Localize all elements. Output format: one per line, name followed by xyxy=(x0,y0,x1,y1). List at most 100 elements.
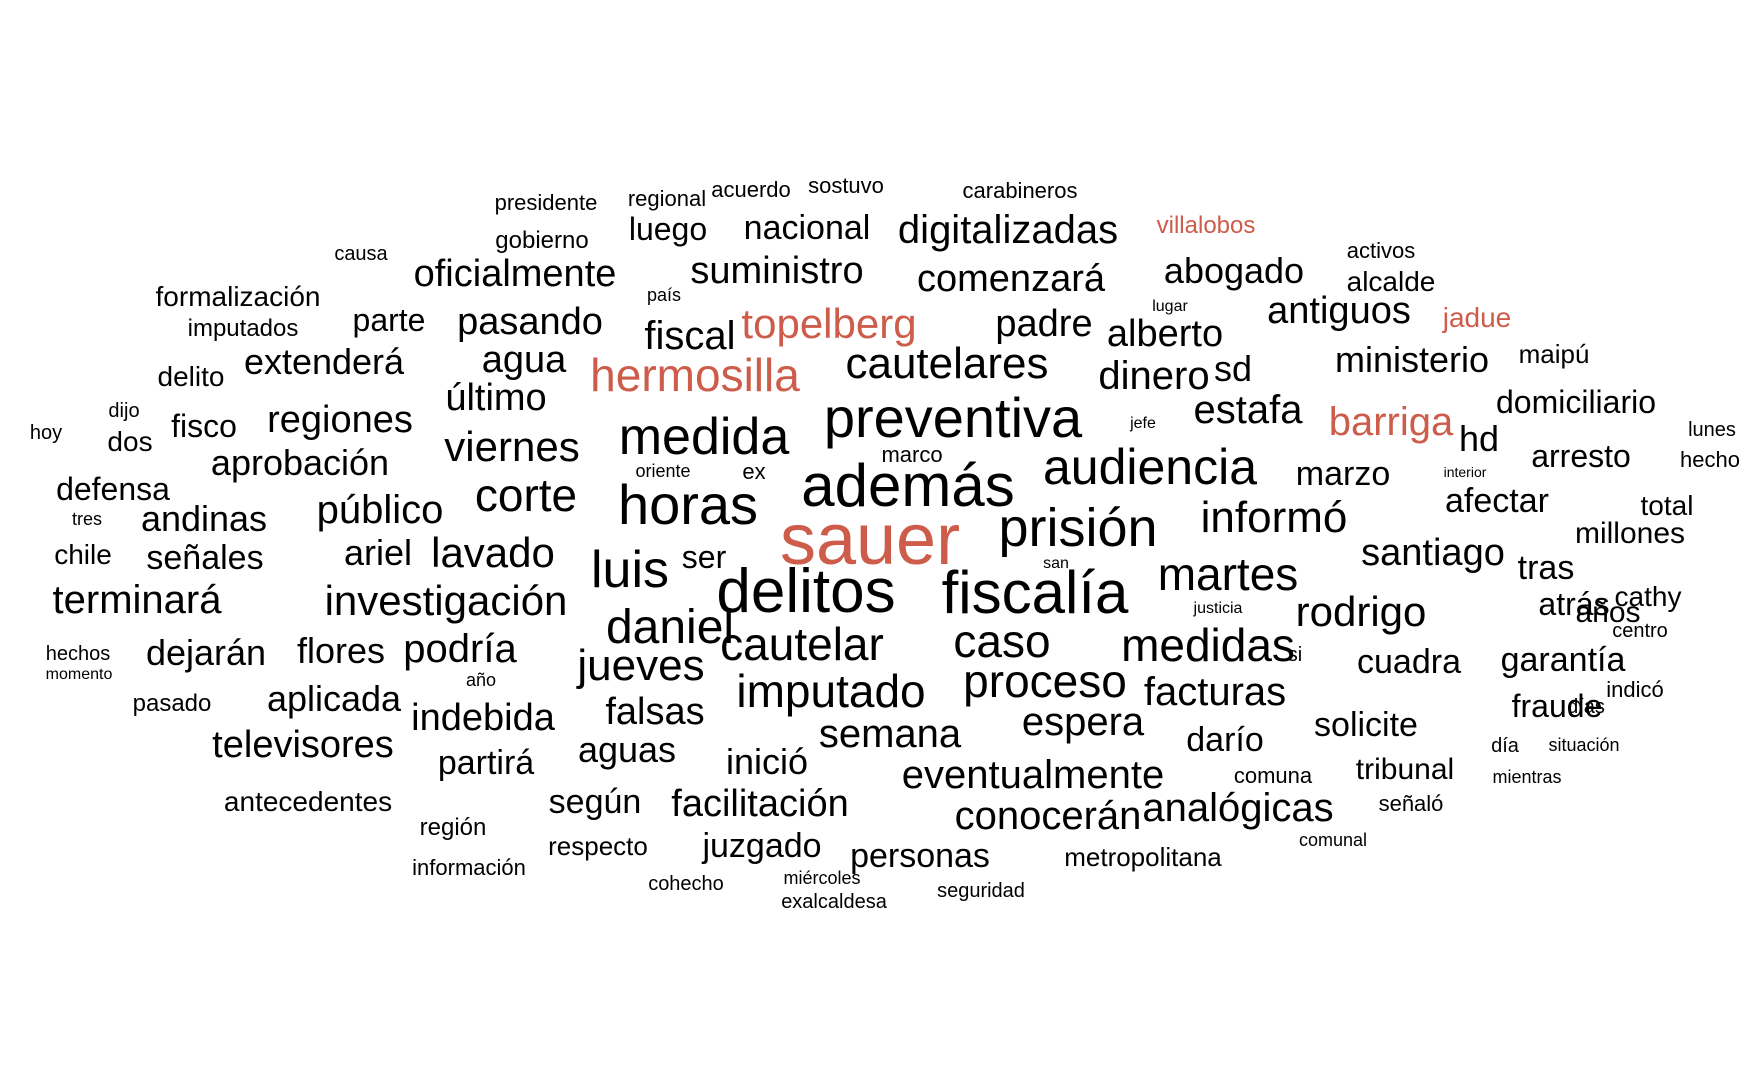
word-126: ex xyxy=(742,459,766,484)
word-44: podría xyxy=(403,627,517,671)
word-149: seguridad xyxy=(937,880,1025,902)
word-86: sd xyxy=(1213,348,1253,389)
word-26: rodrigo xyxy=(1295,588,1427,635)
word-127: jefe xyxy=(1130,415,1156,432)
word-43: público xyxy=(316,488,444,532)
word-25: jueves xyxy=(577,641,705,690)
word-42: facilitación xyxy=(671,783,849,825)
word-135: día xyxy=(1491,735,1519,757)
word-133: señaló xyxy=(1378,791,1444,816)
word-1: delitos xyxy=(716,557,896,626)
word-104: dos xyxy=(107,426,153,457)
word-87: luego xyxy=(628,211,708,247)
word-81: afectar xyxy=(1445,482,1549,520)
word-67: falsas xyxy=(605,691,705,733)
word-8: audiencia xyxy=(1042,439,1258,495)
word-27: investigación xyxy=(324,577,568,624)
word-109: regional xyxy=(627,186,707,211)
word-18: caso xyxy=(953,615,1051,667)
word-19: medidas xyxy=(1121,619,1295,671)
word-95: tras xyxy=(1517,549,1575,587)
word-147: miércoles xyxy=(783,868,861,888)
word-100: maipú xyxy=(1518,339,1590,369)
word-98: total xyxy=(1640,490,1694,521)
word-136: situación xyxy=(1548,735,1620,755)
word-130: si xyxy=(1287,644,1303,666)
word-64: flores xyxy=(296,630,386,671)
word-111: sostuvo xyxy=(808,173,884,198)
word-61: ariel xyxy=(343,532,413,573)
word-110: acuerdo xyxy=(711,177,791,202)
word-46: televisores xyxy=(212,724,394,766)
word-66: indebida xyxy=(411,697,555,739)
word-106: imputados xyxy=(187,315,299,342)
word-103: delito xyxy=(157,361,225,392)
word-30: estafa xyxy=(1193,388,1303,432)
word-96: años xyxy=(1575,596,1641,629)
word-60: andinas xyxy=(140,498,268,539)
word-74: darío xyxy=(1186,721,1264,759)
word-7: medida xyxy=(618,408,790,466)
word-124: marco xyxy=(881,442,943,467)
word-20: imputado xyxy=(736,665,926,717)
word-113: causa xyxy=(334,243,388,265)
word-139: centro xyxy=(1612,620,1668,642)
word-118: hoy xyxy=(29,422,63,444)
word-92: defensa xyxy=(56,471,170,507)
word-35: oficialmente xyxy=(413,253,617,295)
word-117: dijo xyxy=(108,400,140,422)
word-85: hd xyxy=(1458,418,1500,459)
word-134: mientras xyxy=(1492,767,1562,787)
word-63: dejarán xyxy=(145,632,267,673)
word-65: aplicada xyxy=(266,678,402,719)
word-146: cohecho xyxy=(648,873,724,895)
word-83: arresto xyxy=(1531,438,1631,474)
word-70: partirá xyxy=(437,744,535,782)
word-119: tres xyxy=(71,509,103,529)
word-145: respecto xyxy=(548,831,648,861)
word-9: hermosilla xyxy=(590,349,800,401)
word-14: luis xyxy=(590,541,670,599)
word-17: cautelar xyxy=(720,618,884,670)
word-41: analógicas xyxy=(1142,786,1334,830)
word-99: alcalde xyxy=(1346,266,1436,297)
word-37: semana xyxy=(818,712,962,756)
word-57: regiones xyxy=(267,399,413,441)
word-148: exalcaldesa xyxy=(781,891,887,913)
word-144: información xyxy=(412,855,526,880)
word-45: terminará xyxy=(52,578,222,622)
word-112: carabineros xyxy=(962,178,1078,203)
word-28: viernes xyxy=(444,423,580,470)
word-84: domiciliario xyxy=(1495,384,1657,420)
word-93: formalización xyxy=(155,281,321,312)
word-40: conocerán xyxy=(954,794,1142,838)
word-4: preventiva xyxy=(823,386,1083,449)
word-108: presidente xyxy=(494,190,598,215)
word-120: hechos xyxy=(45,643,111,665)
word-62: señales xyxy=(146,539,264,577)
word-58: extenderá xyxy=(243,341,405,382)
word-48: padre xyxy=(995,303,1093,345)
word-101: antecedentes xyxy=(223,786,393,817)
word-22: martes xyxy=(1157,548,1299,600)
word-34: suministro xyxy=(690,250,864,292)
word-75: solicite xyxy=(1314,706,1418,744)
word-131: comuna xyxy=(1233,763,1313,788)
word-51: antiguos xyxy=(1267,290,1411,332)
word-91: ser xyxy=(681,539,727,575)
word-125: oriente xyxy=(635,461,691,481)
word-132: comunal xyxy=(1298,830,1368,850)
word-143: región xyxy=(419,814,487,841)
word-11: barriga xyxy=(1328,400,1454,444)
word-36: eventualmente xyxy=(901,753,1165,797)
word-54: agua xyxy=(481,339,567,381)
word-52: ministerio xyxy=(1334,339,1490,380)
word-78: fraude xyxy=(1511,688,1603,724)
word-50: abogado xyxy=(1163,250,1305,291)
word-16: corte xyxy=(474,469,578,521)
word-68: aguas xyxy=(577,729,677,770)
word-73: personas xyxy=(850,837,990,875)
word-21: proceso xyxy=(963,655,1127,707)
word-12: jadue xyxy=(1442,302,1512,333)
word-123: año xyxy=(465,670,497,690)
